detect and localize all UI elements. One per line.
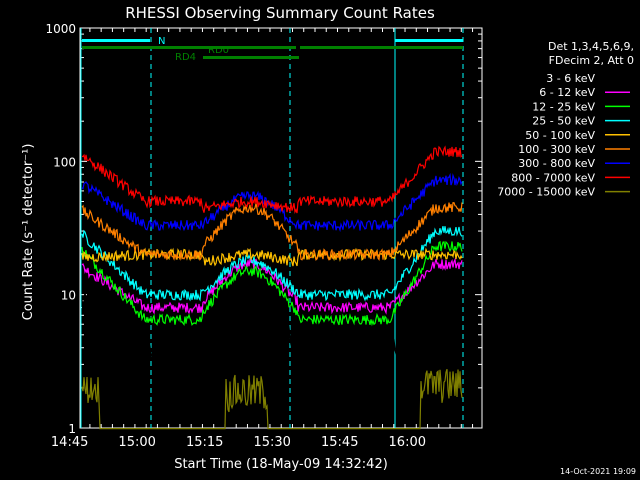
y-tick-label: 1000: [45, 22, 76, 36]
legend-label: 100 - 300 keV: [518, 143, 595, 156]
flag-label-rd0: RD0: [208, 45, 229, 56]
series-line-6: [81, 172, 463, 233]
x-tick-label: 15:15: [186, 435, 223, 450]
flag-bar-rd4: [203, 56, 299, 59]
count-rate-series: [81, 145, 463, 430]
series-line-7: [81, 145, 463, 215]
legend-label: 12 - 25 keV: [532, 100, 595, 113]
x-tick-label: 15:45: [321, 435, 358, 450]
legend-label: 50 - 100 keV: [525, 129, 595, 142]
attenuator-state-lines: [80, 28, 464, 428]
series-line-5: [81, 202, 463, 262]
x-tick-label: 14:45: [51, 435, 88, 450]
y-tick-label: 1: [68, 422, 76, 436]
legend-label: 6 - 12 keV: [539, 86, 595, 99]
flag-bar-rd0: [300, 46, 463, 49]
flag-bar-rd0: [82, 46, 296, 49]
y-axis-ticks: 1 10 100 1000: [45, 22, 482, 436]
footer-date: 14-Oct-2021 19:09: [560, 467, 636, 476]
series-line-3: [81, 226, 463, 302]
series-line-8: [81, 369, 463, 430]
legend-header-line-2: FDecim 2, Att 0: [549, 54, 634, 67]
legend-header-line-1: Det 1,3,4,5,6,9,: [548, 40, 634, 53]
series-line-0: [81, 288, 463, 372]
legend-label: 300 - 800 keV: [518, 157, 595, 170]
legend-label: 25 - 50 keV: [532, 115, 595, 128]
x-axis-ticks: 14:45 15:00 15:15 15:30 15:45 16:00: [51, 28, 474, 450]
flag-bars: N RD0 RD4: [82, 36, 463, 63]
y-tick-label: 100: [53, 155, 76, 169]
x-tick-label: 16:00: [389, 435, 426, 450]
legend-label: 800 - 7000 keV: [511, 171, 595, 184]
chart-title: RHESSI Observing Summary Count Rates: [125, 4, 435, 22]
y-axis-label: Count Rate (s⁻¹ detector⁻¹): [21, 144, 36, 321]
x-tick-label: 15:00: [118, 435, 155, 450]
series-line-2: [81, 240, 463, 327]
flag-label-n: N: [158, 36, 165, 47]
legend-label: 3 - 6 keV: [546, 72, 595, 85]
x-axis-label: Start Time (18-May-09 14:32:42): [174, 457, 388, 472]
x-tick-label: 15:30: [253, 435, 290, 450]
legend-label: 7000 - 15000 keV: [497, 186, 595, 199]
flag-bar-n: [395, 39, 463, 42]
y-tick-label: 10: [61, 289, 76, 303]
flag-label-rd4: RD4: [175, 52, 196, 63]
flag-bar-n: [82, 39, 150, 42]
